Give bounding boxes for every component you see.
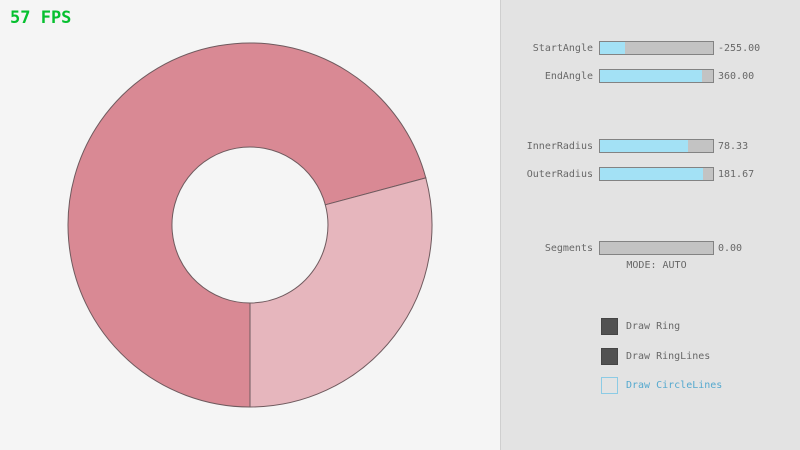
ring-canvas — [67, 42, 433, 408]
checkbox-label: Draw CircleLines — [626, 380, 723, 391]
slider-fill — [600, 140, 689, 152]
outerradius-slider[interactable] — [599, 167, 714, 181]
slider-row-outerradius: OuterRadius 181.67 — [501, 167, 800, 182]
checkbox-draw-circlelines: Draw CircleLines — [601, 377, 781, 394]
checkbox-label: Draw RingLines — [626, 351, 711, 362]
slider-value: 360.00 — [718, 71, 755, 82]
checkbox-box[interactable] — [601, 348, 618, 365]
slider-row-startangle: StartAngle -255.00 — [501, 41, 800, 56]
startangle-slider[interactable] — [599, 41, 714, 55]
slider-fill — [600, 70, 702, 82]
slider-row-endangle: EndAngle 360.00 — [501, 69, 800, 84]
slider-fill — [600, 42, 625, 54]
checkbox-draw-ringlines: Draw RingLines — [601, 348, 781, 365]
segments-mode-label: MODE: AUTO — [626, 260, 687, 271]
slider-value: 78.33 — [718, 141, 749, 152]
control-panel: StartAngle -255.00 EndAngle 360.00 Inner… — [500, 0, 800, 450]
slider-label: OuterRadius — [526, 169, 593, 180]
checkbox-label: Draw Ring — [626, 321, 681, 332]
slider-row-innerradius: InnerRadius 78.33 — [501, 139, 800, 154]
checkbox-box[interactable] — [601, 377, 618, 394]
slider-row-segments: Segments 0.00 — [501, 241, 800, 256]
slider-label: StartAngle — [532, 43, 593, 54]
checkbox-box[interactable] — [601, 318, 618, 335]
slider-value: 0.00 — [718, 243, 743, 254]
endangle-slider[interactable] — [599, 69, 714, 83]
slider-value: -255.00 — [718, 43, 761, 54]
slider-value: 181.67 — [718, 169, 755, 180]
slider-label: EndAngle — [544, 71, 593, 82]
slider-label: InnerRadius — [526, 141, 593, 152]
checkbox-draw-ring: Draw Ring — [601, 318, 781, 335]
ring-sector-light — [249, 177, 433, 408]
fps-counter: 57 FPS — [10, 8, 72, 28]
slider-fill — [600, 168, 703, 180]
segments-slider[interactable] — [599, 241, 714, 255]
slider-label: Segments — [544, 243, 593, 254]
innerradius-slider[interactable] — [599, 139, 714, 153]
ring-sector-dark — [67, 42, 427, 408]
